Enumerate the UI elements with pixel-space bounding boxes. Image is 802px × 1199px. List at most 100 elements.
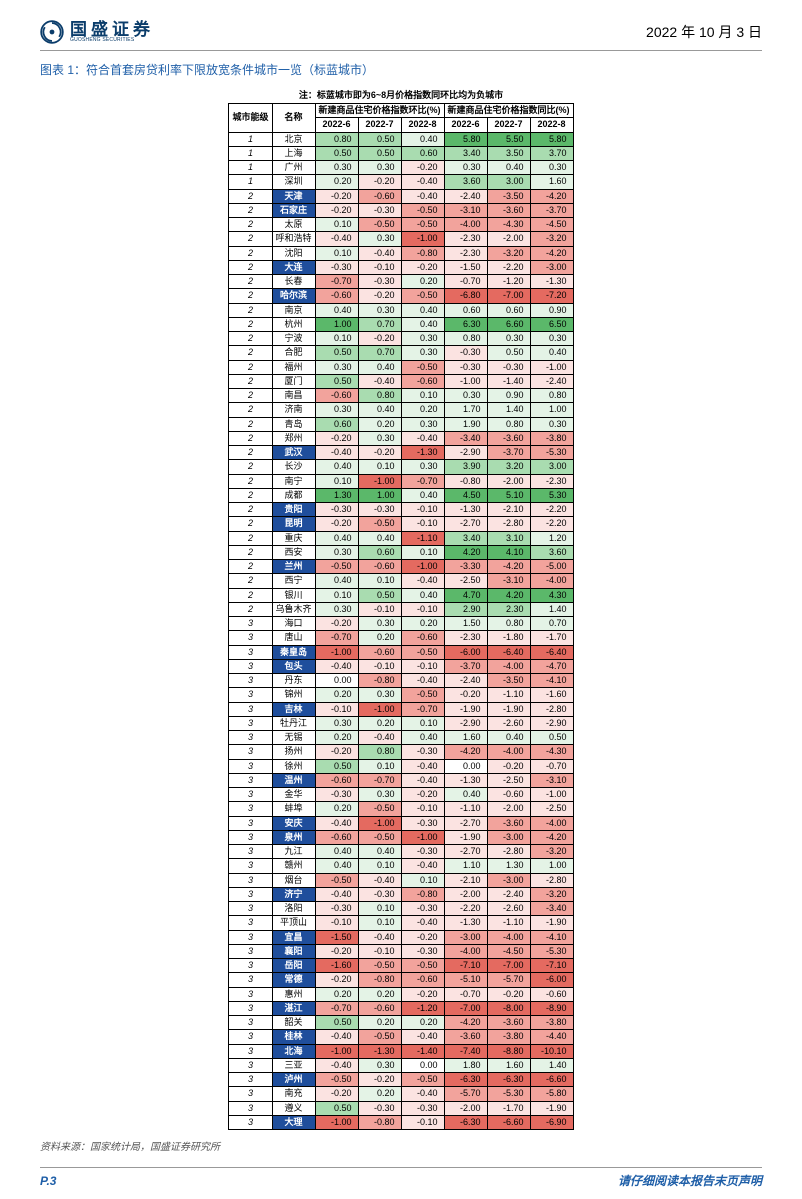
cell-tier: 1: [229, 161, 272, 175]
cell-mom: -0.10: [401, 1115, 444, 1129]
cell-tier: 3: [229, 659, 272, 673]
cell-yoy: -2.80: [487, 845, 530, 859]
cell-yoy: -1.90: [487, 702, 530, 716]
cell-mom: -0.70: [315, 631, 358, 645]
cell-yoy: -2.30: [444, 232, 487, 246]
cell-city: 呼和浩特: [272, 232, 315, 246]
table-row: 3大理-1.00-0.80-0.10-6.30-6.60-6.90: [229, 1115, 573, 1129]
cell-city: 昆明: [272, 517, 315, 531]
cell-mom: -0.40: [315, 232, 358, 246]
cell-yoy: -6.30: [444, 1073, 487, 1087]
cell-mom: -0.30: [401, 816, 444, 830]
cell-tier: 3: [229, 930, 272, 944]
cell-tier: 3: [229, 1001, 272, 1015]
cell-mom: 0.50: [315, 1101, 358, 1115]
cell-city: 秦皇岛: [272, 645, 315, 659]
cell-city: 南京: [272, 303, 315, 317]
cell-mom: 0.60: [315, 417, 358, 431]
cell-mom: -0.40: [358, 731, 401, 745]
col-tier: 城市能级: [229, 104, 272, 133]
cell-yoy: -3.60: [487, 203, 530, 217]
cell-city: 吉林: [272, 702, 315, 716]
table-row: 3赣州0.400.10-0.401.101.301.00: [229, 859, 573, 873]
cell-yoy: -2.80: [487, 517, 530, 531]
cell-yoy: -0.60: [487, 788, 530, 802]
cell-city: 南宁: [272, 474, 315, 488]
cell-mom: 0.30: [401, 460, 444, 474]
cell-yoy: -4.20: [444, 1016, 487, 1030]
cell-yoy: -3.30: [444, 560, 487, 574]
cell-tier: 3: [229, 773, 272, 787]
cell-yoy: -1.90: [530, 1101, 573, 1115]
cell-tier: 2: [229, 289, 272, 303]
cell-mom: 0.50: [315, 759, 358, 773]
table-row: 3北海-1.00-1.30-1.40-7.40-8.80-10.10: [229, 1044, 573, 1058]
cell-yoy: -6.60: [530, 1073, 573, 1087]
cell-tier: 3: [229, 1087, 272, 1101]
cell-tier: 2: [229, 317, 272, 331]
cell-mom: 0.20: [315, 731, 358, 745]
cell-yoy: -1.30: [444, 773, 487, 787]
cell-mom: -1.50: [315, 930, 358, 944]
cell-mom: 1.00: [358, 488, 401, 502]
cell-yoy: -7.00: [487, 959, 530, 973]
cell-yoy: 1.00: [530, 859, 573, 873]
cell-yoy: 6.60: [487, 317, 530, 331]
cell-city: 安庆: [272, 816, 315, 830]
cell-mom: 0.80: [315, 132, 358, 146]
cell-mom: 0.10: [358, 902, 401, 916]
cell-mom: -0.20: [358, 175, 401, 189]
cell-yoy: -4.00: [530, 816, 573, 830]
cell-city: 九江: [272, 845, 315, 859]
col-group-mom: 新建商品住宅价格指数环比(%): [315, 104, 444, 118]
cell-mom: -0.60: [358, 645, 401, 659]
price-index-table: 城市能级 名称 新建商品住宅价格指数环比(%) 新建商品住宅价格指数同比(%) …: [228, 103, 573, 1130]
cell-mom: -0.20: [401, 260, 444, 274]
cell-mom: -0.50: [401, 959, 444, 973]
table-row: 2长沙0.400.100.303.903.203.00: [229, 460, 573, 474]
cell-yoy: -3.60: [487, 816, 530, 830]
cell-tier: 3: [229, 959, 272, 973]
cell-mom: -0.20: [315, 517, 358, 531]
cell-yoy: -10.10: [530, 1044, 573, 1058]
cell-yoy: -3.40: [530, 902, 573, 916]
cell-yoy: -4.50: [487, 944, 530, 958]
cell-tier: 3: [229, 859, 272, 873]
cell-mom: -0.40: [315, 659, 358, 673]
cell-yoy: -0.60: [530, 987, 573, 1001]
cell-tier: 3: [229, 887, 272, 901]
cell-yoy: -2.00: [444, 887, 487, 901]
table-row: 2长春-0.70-0.300.20-0.70-1.20-1.30: [229, 275, 573, 289]
cell-mom: 0.10: [358, 460, 401, 474]
cell-city: 郑州: [272, 431, 315, 445]
cell-tier: 2: [229, 602, 272, 616]
cell-mom: 0.20: [358, 1016, 401, 1030]
page-footer: P.3 请仔细阅读本报告末页声明: [40, 1167, 762, 1189]
cell-tier: 2: [229, 460, 272, 474]
cell-mom: -0.50: [401, 203, 444, 217]
cell-mom: -0.60: [401, 374, 444, 388]
cell-yoy: -4.20: [444, 745, 487, 759]
cell-yoy: -8.90: [530, 1001, 573, 1015]
table-row: 3金华-0.300.30-0.200.40-0.60-1.00: [229, 788, 573, 802]
cell-city: 深圳: [272, 175, 315, 189]
col-name: 名称: [272, 104, 315, 133]
cell-yoy: -3.80: [487, 1030, 530, 1044]
cell-yoy: -4.20: [530, 189, 573, 203]
cell-yoy: -6.30: [487, 1073, 530, 1087]
cell-yoy: -5.10: [444, 973, 487, 987]
cell-mom: -0.30: [401, 944, 444, 958]
table-row: 2青岛0.600.200.301.900.800.30: [229, 417, 573, 431]
cell-yoy: -4.00: [444, 218, 487, 232]
cell-mom: 0.60: [358, 545, 401, 559]
cell-yoy: -1.00: [444, 374, 487, 388]
cell-tier: 1: [229, 146, 272, 160]
cell-city: 济南: [272, 403, 315, 417]
cell-yoy: -6.40: [487, 645, 530, 659]
cell-mom: 0.30: [315, 716, 358, 730]
cell-mom: 0.40: [315, 845, 358, 859]
table-row: 3襄阳-0.20-0.10-0.30-4.00-4.50-5.30: [229, 944, 573, 958]
cell-yoy: 0.60: [444, 303, 487, 317]
cell-yoy: -1.60: [530, 688, 573, 702]
cell-yoy: -2.40: [444, 674, 487, 688]
